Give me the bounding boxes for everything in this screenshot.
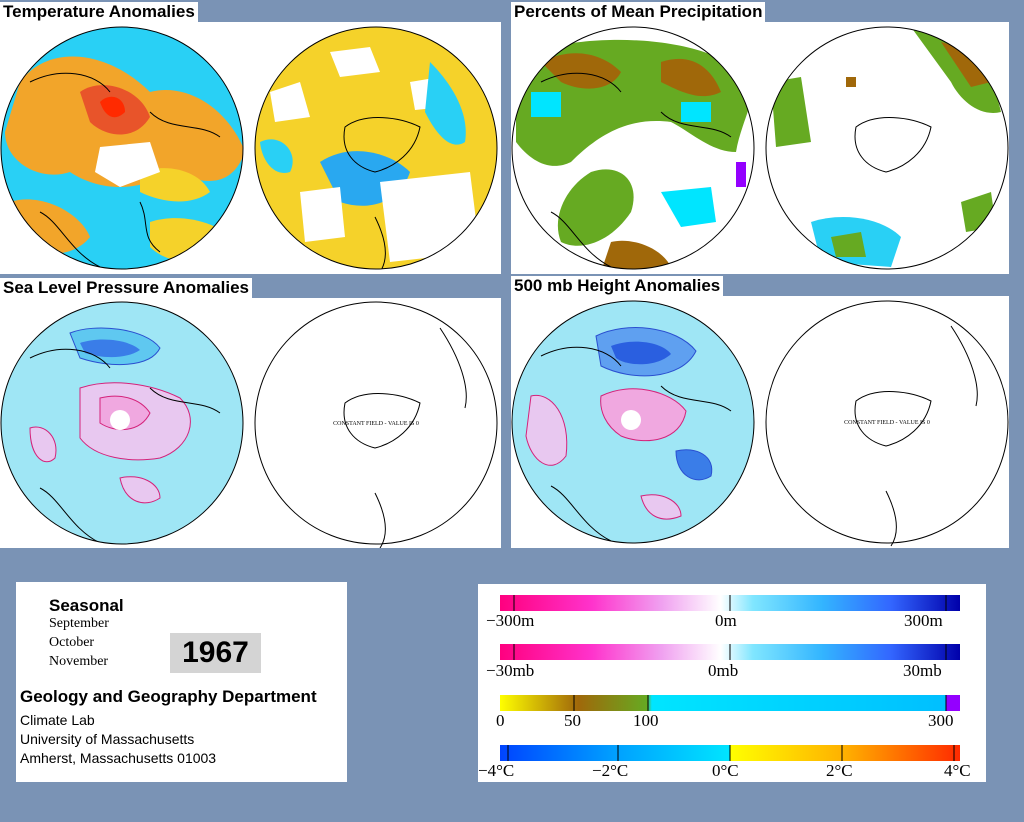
address-line-1: Climate Lab xyxy=(20,712,95,728)
pressure-label-mid: 0mb xyxy=(708,661,739,680)
department-label: Geology and Geography Department xyxy=(20,687,317,706)
month-2: October xyxy=(49,635,95,650)
pressure-label-min: −30mb xyxy=(486,661,535,680)
southern-hemisphere-height500-map xyxy=(765,300,1009,544)
year-label: 1967 xyxy=(170,633,261,673)
temperature-maps xyxy=(0,26,498,270)
temp-label-4: 4°C xyxy=(944,761,971,780)
precip-label-100: 100 xyxy=(633,711,659,730)
precip-label-0: 0 xyxy=(496,711,505,730)
temp-label-minus4: −4°C xyxy=(478,761,515,780)
season-label: Seasonal xyxy=(49,596,124,615)
precipitation-panel xyxy=(511,22,1009,274)
temperature-panel xyxy=(0,22,501,274)
address-line-3: Amherst, Massachusetts 01003 xyxy=(20,750,217,766)
slp-panel: CONSTANT FIELD - VALUE IS 0 xyxy=(0,298,501,548)
height500-panel: CONSTANT FIELD - VALUE IS 0 xyxy=(511,296,1009,548)
height-label-max: 300m xyxy=(904,611,943,630)
precip-label-50: 50 xyxy=(564,711,581,730)
northern-hemisphere-height500-map xyxy=(512,301,754,543)
height-label-min: −300m xyxy=(486,611,535,630)
slp-maps: CONSTANT FIELD - VALUE IS 0 xyxy=(0,301,498,548)
height500-constant-note: CONSTANT FIELD - VALUE IS 0 xyxy=(844,420,930,426)
northern-hemisphere-temperature-map xyxy=(1,27,243,269)
info-box: Seasonal September October November 1967… xyxy=(16,582,347,782)
precip-label-300: 300 xyxy=(928,711,954,730)
precip-color-bar xyxy=(500,695,960,711)
precipitation-title: Percents of Mean Precipitation xyxy=(511,2,766,22)
northern-hemisphere-slp-map xyxy=(1,302,243,544)
temp-label-2: 2°C xyxy=(826,761,853,780)
slp-title: Sea Level Pressure Anomalies xyxy=(0,278,253,298)
temp-label-0: 0°C xyxy=(712,761,739,780)
height500-maps: CONSTANT FIELD - VALUE IS 0 xyxy=(511,300,1009,547)
temperature-title: Temperature Anomalies xyxy=(0,2,198,22)
month-1: September xyxy=(49,616,109,631)
address-line-2: University of Massachusetts xyxy=(20,731,195,747)
height500-title: 500 mb Height Anomalies xyxy=(511,276,724,296)
southern-hemisphere-precipitation-map xyxy=(766,27,1008,269)
northern-hemisphere-precipitation-map xyxy=(512,27,754,269)
month-3: November xyxy=(49,654,109,669)
height-label-mid: 0m xyxy=(715,611,737,630)
legend-box: −300m 0m 300m −30mb 0mb 30mb 0 50 100 30… xyxy=(478,584,986,782)
legend-bars xyxy=(500,595,960,761)
precipitation-maps xyxy=(511,26,1009,270)
southern-hemisphere-slp-map xyxy=(254,301,498,545)
southern-hemisphere-temperature-map xyxy=(255,27,497,269)
slp-constant-note: CONSTANT FIELD - VALUE IS 0 xyxy=(333,421,419,427)
temp-label-minus2: −2°C xyxy=(592,761,629,780)
pressure-label-max: 30mb xyxy=(903,661,942,680)
